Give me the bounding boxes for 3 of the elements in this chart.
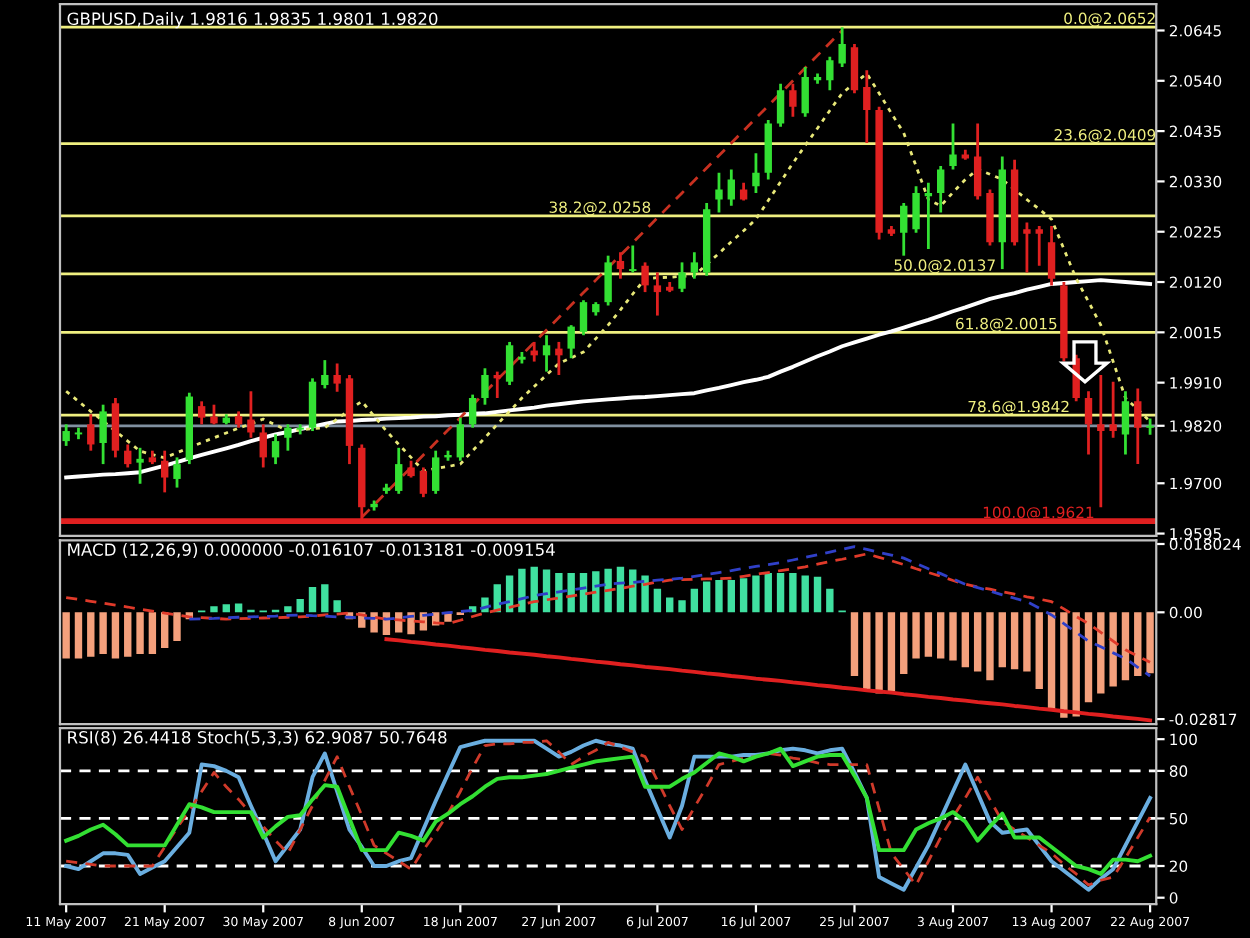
chart-title: MACD (12,26,9) 0.000000 -0.016107 -0.013181 -0.009154 <box>68 543 555 558</box>
chart-title: GBPUSD,Daily 1.9816 1.9835 1.9801 1.9820 <box>67 12 438 29</box>
chart-title: RSI(8) 26.4418 Stoch(5,3,3) 62.9087 50.7648 <box>68 730 447 746</box>
